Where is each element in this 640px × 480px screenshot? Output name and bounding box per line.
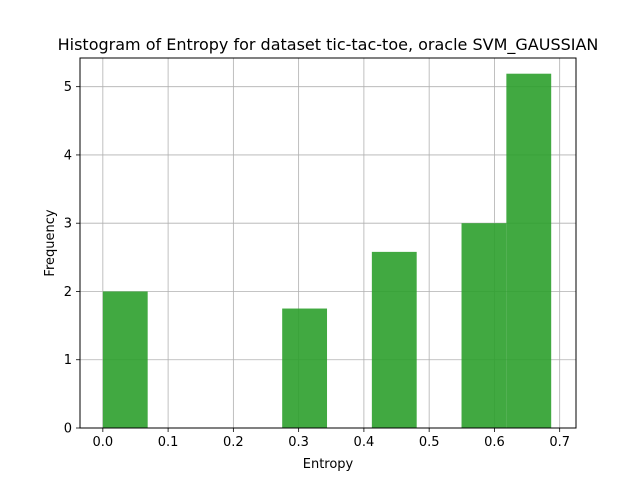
x-axis-ticks: 0.0 0.1 0.2 0.3 0.4 0.5 0.6 0.7 [92,428,570,450]
x-tick-label: 0.0 [92,435,113,450]
y-tick-label: 0 [64,422,72,437]
y-tick-label: 5 [64,80,72,95]
x-tick-label: 0.4 [354,435,375,450]
x-tick-label: 0.6 [484,435,505,450]
plot-frame [79,57,577,429]
histogram-bar [282,308,328,428]
histogram-bar [371,251,417,428]
y-axis-ticks: 0 1 2 3 4 5 [64,80,80,437]
bars [102,73,552,428]
histogram-bar [102,291,148,428]
histogram-bar [506,73,552,428]
x-tick-label: 0.7 [549,435,570,450]
x-tick-label: 0.5 [419,435,440,450]
y-tick-label: 2 [64,285,72,300]
y-tick-label: 4 [64,148,72,163]
y-axis-label: Frequency [43,209,58,276]
y-tick-label: 3 [64,217,72,232]
x-tick-label: 0.3 [288,435,309,450]
x-axis-label: Entropy [303,457,354,472]
x-tick-label: 0.2 [223,435,244,450]
chart-title: Histogram of Entropy for dataset tic-tac… [58,35,599,55]
histogram-bar [461,223,507,428]
y-tick-label: 1 [64,353,72,368]
x-tick-label: 0.1 [158,435,179,450]
